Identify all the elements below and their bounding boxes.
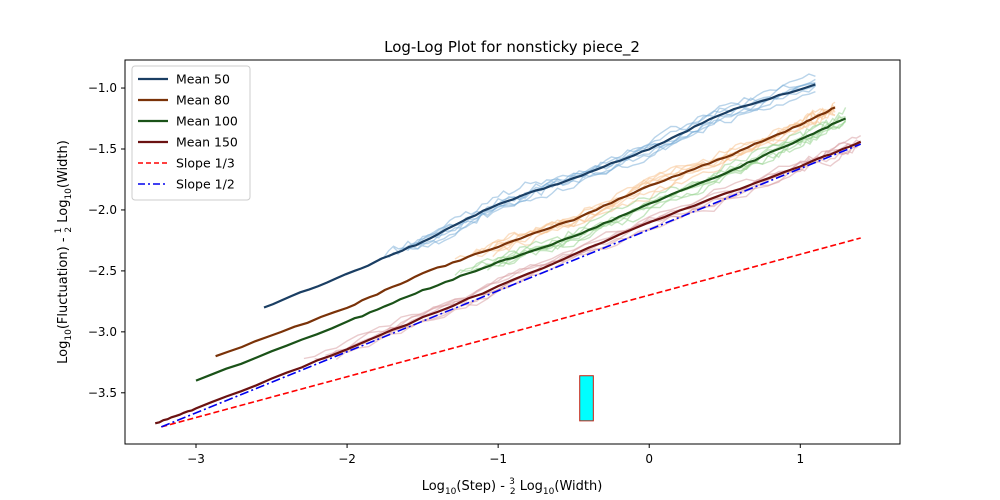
- x-tick-label: −1: [489, 452, 507, 466]
- x-label-suffix: (Width): [554, 479, 602, 494]
- legend-label-mean-50: Mean 50: [176, 72, 230, 87]
- x-label-frac-den: 2: [510, 487, 516, 497]
- series-line-mean-80: [215, 106, 836, 358]
- y-label-suffix: (Width): [56, 140, 71, 188]
- series-line-mean-100: [195, 117, 847, 382]
- run-line-mean-100: [497, 121, 847, 267]
- y-tick-label: −1.0: [88, 81, 117, 95]
- series-line-mean-50: [263, 83, 816, 309]
- annotation-box: [579, 375, 594, 422]
- x-tick-label: 0: [645, 452, 653, 466]
- x-label-frac-num: 3: [509, 477, 515, 487]
- legend-label-mean-80: Mean 80: [176, 93, 230, 108]
- legend-label-mean-150: Mean 150: [176, 135, 238, 150]
- y-tick-label: −1.5: [88, 142, 117, 156]
- y-axis-label: Log10(Fluctuation) - 12 Log10(Width): [54, 140, 74, 364]
- x-label-suffix-prefix: Log: [516, 479, 543, 494]
- run-line-mean-100: [492, 120, 847, 265]
- x-tick-label: −3: [187, 452, 205, 466]
- legend-label-mean-100: Mean 100: [176, 114, 238, 129]
- y-label-sub: 10: [64, 329, 74, 341]
- run-line-mean-50: [378, 73, 816, 260]
- series-line-slope-1-2: [161, 143, 861, 428]
- series-line-slope-1-3: [161, 237, 861, 428]
- legend-label-slope-1-2: Slope 1/2: [176, 177, 235, 192]
- series-lines: [154, 83, 862, 428]
- y-tick-label: −3.0: [88, 325, 117, 339]
- legend-label-slope-1-3: Slope 1/3: [176, 156, 235, 171]
- x-label-suffix-sub: 10: [543, 487, 555, 497]
- annotation-rect: [579, 375, 594, 422]
- x-label-prefix: Log: [422, 479, 445, 494]
- y-tick-label: −3.5: [88, 386, 117, 400]
- x-axis-ticks: −3 −2 −1 0 1: [187, 444, 804, 466]
- y-label-mid: (Fluctuation) -: [56, 233, 71, 329]
- plot-area-frame: [124, 59, 901, 445]
- y-label-suffix-sub: 10: [64, 188, 74, 200]
- y-axis-ticks: −3.5 −3.0 −2.5 −2.0 −1.5 −1.0: [88, 81, 125, 400]
- y-label-frac-den: 2: [64, 227, 74, 233]
- x-label-sub: 10: [445, 487, 457, 497]
- y-label-prefix: Log: [56, 341, 71, 364]
- y-tick-label: −2.0: [88, 203, 117, 217]
- run-line-mean-80: [454, 106, 836, 260]
- x-tick-label: 1: [796, 452, 804, 466]
- legend: Mean 50 Mean 80 Mean 100 Mean 150 Slope 1/3 S…: [131, 65, 251, 201]
- y-tick-label: −2.5: [88, 264, 117, 278]
- run-line-mean-150: [346, 141, 862, 349]
- x-label-mid: (Step) -: [456, 479, 509, 494]
- chart-title: Log-Log Plot for nonsticky piece_2: [384, 38, 640, 57]
- series-line-mean-150: [154, 140, 862, 425]
- y-label-frac-num: 1: [54, 228, 64, 234]
- x-tick-label: −2: [338, 452, 356, 466]
- run-line-mean-50: [407, 82, 816, 250]
- y-label-suffix-prefix: Log: [56, 200, 71, 227]
